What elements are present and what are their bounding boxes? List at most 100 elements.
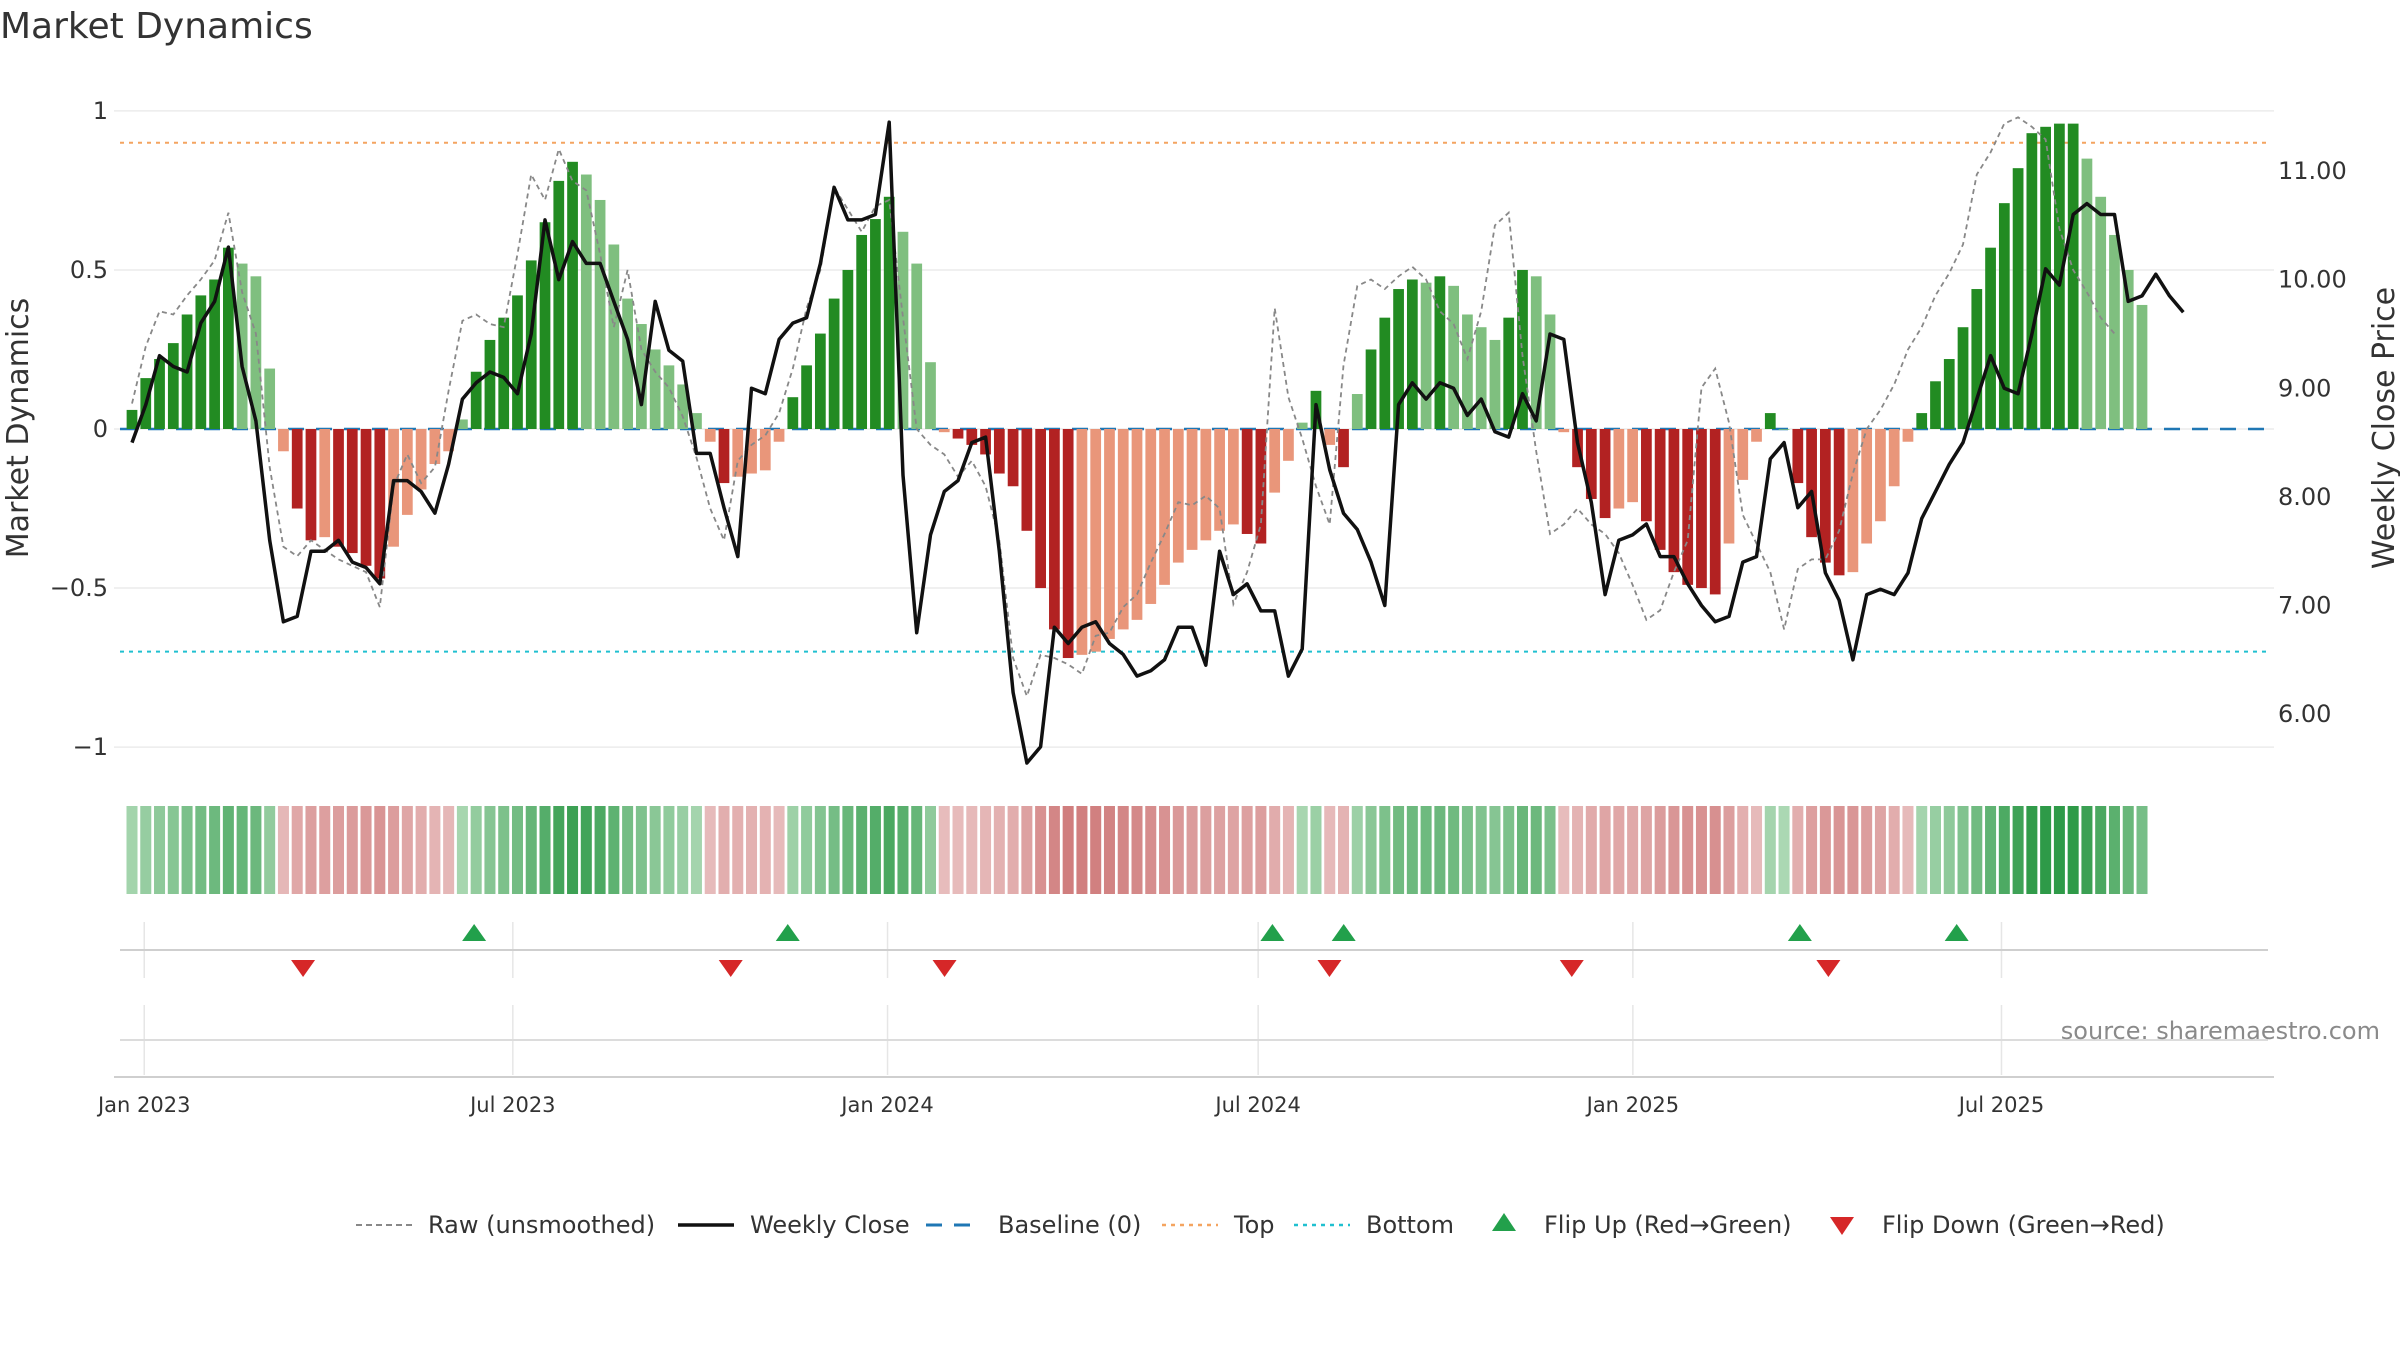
regime-strip-cell xyxy=(1861,806,1873,894)
dynamics-bar xyxy=(1338,429,1349,468)
regime-strip-cell xyxy=(498,806,510,894)
regime-strip-cell xyxy=(140,806,152,894)
dynamics-bar xyxy=(1351,394,1363,429)
dynamics-bar xyxy=(250,276,262,429)
dynamics-bar xyxy=(608,244,620,429)
regime-strip-cell xyxy=(1489,806,1501,894)
regime-strip-cell xyxy=(470,806,482,894)
dynamics-bar xyxy=(126,409,138,429)
legend-label: Bottom xyxy=(1366,1211,1454,1239)
regime-strip-cell xyxy=(773,806,785,894)
dynamics-bar xyxy=(1420,282,1432,429)
dynamics-bar xyxy=(1668,429,1680,573)
flip-markers xyxy=(291,924,1969,977)
regime-strip-cell xyxy=(1159,806,1171,894)
price-lines xyxy=(130,116,2185,765)
dynamics-bars xyxy=(126,123,2148,659)
dynamics-bar xyxy=(1585,429,1597,499)
dynamics-bar xyxy=(415,429,427,490)
dynamics-bar xyxy=(1393,289,1404,429)
x-tick-label: Jul 2025 xyxy=(1957,1093,2044,1117)
dynamics-bar xyxy=(691,413,702,429)
regime-strip-cell xyxy=(1103,806,1115,894)
dynamics-bar xyxy=(1613,429,1625,509)
dynamics-bar xyxy=(1723,429,1735,544)
dynamics-bar xyxy=(2109,234,2120,429)
regime-strip-cell xyxy=(1461,806,1473,894)
regime-strip-cell xyxy=(594,806,606,894)
regime-strip-cell xyxy=(1544,806,1556,894)
regime-strip-cell xyxy=(883,806,895,894)
regime-strip-cell xyxy=(360,806,372,894)
flip-down-marker xyxy=(1317,960,1342,977)
regime-strip-cell xyxy=(663,806,675,894)
y2-tick-label: 8.00 xyxy=(2278,483,2331,511)
dynamics-bar xyxy=(1104,429,1115,639)
regime-strip-cell xyxy=(2095,806,2107,894)
dynamics-bar xyxy=(677,384,689,429)
legend-item-top: Top xyxy=(1162,1211,1275,1239)
legend-item-up: Flip Up (Red→Green) xyxy=(1492,1211,1792,1239)
regime-strip xyxy=(126,806,2148,894)
regime-strip-cell xyxy=(869,806,881,894)
dynamics-bar xyxy=(1489,339,1501,429)
regime-strip-cell xyxy=(277,806,289,894)
flip-up-marker xyxy=(1944,924,1969,941)
regime-strip-cell xyxy=(1117,806,1129,894)
regime-strip-cell xyxy=(1227,806,1239,894)
dynamics-bar xyxy=(1076,429,1088,655)
dynamics-bar xyxy=(1448,285,1460,429)
regime-strip-cell xyxy=(1682,806,1694,894)
dynamics-bar xyxy=(801,365,812,429)
regime-strip-cell xyxy=(1847,806,1859,894)
regime-strip-cell xyxy=(677,806,689,894)
regime-strip-cell xyxy=(1943,806,1955,894)
flip-down-marker xyxy=(1816,960,1841,977)
dynamics-bar xyxy=(374,429,386,579)
regime-strip-cell xyxy=(305,806,317,894)
regime-strip-cell xyxy=(484,806,496,894)
regime-strip-cell xyxy=(814,806,826,894)
dynamics-bar xyxy=(746,429,757,474)
regime-strip-cell xyxy=(1654,806,1666,894)
regime-strip-cell xyxy=(2122,806,2134,894)
regime-strip-cell xyxy=(2040,806,2052,894)
flip-up-marker xyxy=(1260,924,1285,941)
dynamics-bar xyxy=(1930,381,1941,429)
dynamics-bar xyxy=(567,161,578,430)
regime-strip-cell xyxy=(759,806,771,894)
dynamics-bar xyxy=(1530,276,1542,429)
regime-strip-cell xyxy=(388,806,400,894)
dynamics-bar xyxy=(1296,422,1308,429)
dynamics-bar xyxy=(1778,429,1790,430)
raw-unsmoothed-line xyxy=(131,116,2116,699)
regime-strip-cell xyxy=(2053,806,2065,894)
dynamics-bar xyxy=(773,429,785,442)
regime-strip-cell xyxy=(1751,806,1763,894)
regime-strip-cell xyxy=(1200,806,1212,894)
regime-strip-cell xyxy=(319,806,331,894)
regime-strip-cell xyxy=(1255,806,1267,894)
regime-strip-cell xyxy=(401,806,413,894)
flip-down-marker xyxy=(1559,960,1584,977)
regime-strip-cell xyxy=(374,806,386,894)
dynamics-bar xyxy=(223,247,234,429)
regime-strip-cell xyxy=(1874,806,1886,894)
dynamics-bar xyxy=(1241,429,1253,534)
dynamics-bar xyxy=(1709,429,1721,595)
dynamics-bar xyxy=(1888,429,1900,487)
regime-strip-cell xyxy=(1778,806,1790,894)
regime-strip-cell xyxy=(1186,806,1198,894)
regime-strip-cell xyxy=(1090,806,1102,894)
dynamics-bar xyxy=(1090,429,1102,652)
dynamics-bar xyxy=(1365,349,1377,429)
regime-strip-cell xyxy=(993,806,1005,894)
dynamics-bar xyxy=(842,269,854,429)
dynamics-bar xyxy=(1406,279,1418,429)
regime-strip-cell xyxy=(1916,806,1928,894)
dynamics-bar xyxy=(1682,429,1694,585)
dynamics-bar xyxy=(1833,429,1845,576)
regime-strip-cell xyxy=(1613,806,1625,894)
flip-up-marker xyxy=(1787,924,1812,941)
dynamics-bar xyxy=(897,231,909,429)
